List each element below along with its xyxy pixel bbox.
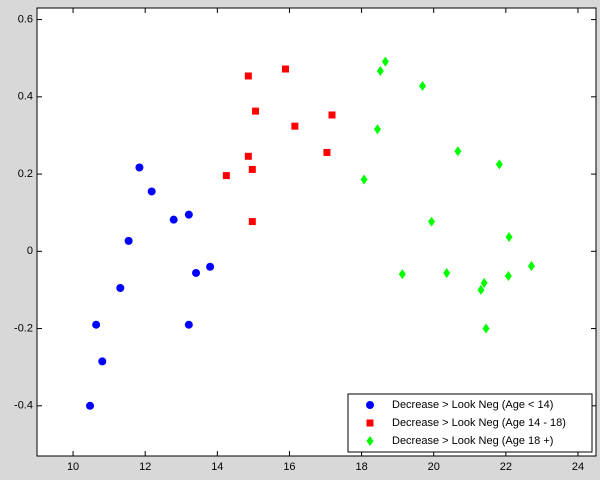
point xyxy=(443,267,451,278)
point xyxy=(222,172,230,180)
point xyxy=(360,174,368,185)
point xyxy=(381,56,389,67)
point xyxy=(184,320,193,329)
y-tick-label: 0.2 xyxy=(18,168,33,180)
x-tick-label: 16 xyxy=(283,461,295,473)
point xyxy=(323,148,331,156)
point xyxy=(527,260,535,271)
legend-label: Decrease > Look Neg (Age 18 +) xyxy=(392,435,553,447)
x-tick-label: 22 xyxy=(500,461,512,473)
legend xyxy=(347,393,593,453)
point xyxy=(482,323,490,334)
x-tick-label: 14 xyxy=(211,461,223,473)
point xyxy=(184,210,193,219)
point xyxy=(169,215,178,224)
x-tick-label: 18 xyxy=(355,461,367,473)
point xyxy=(248,165,256,173)
point xyxy=(244,152,252,160)
legend-marker xyxy=(366,401,374,409)
y-tick-label: 0.4 xyxy=(18,91,33,103)
point xyxy=(477,284,485,295)
x-tick-label: 24 xyxy=(572,461,584,473)
y-tick-label: 0 xyxy=(27,245,33,257)
point xyxy=(504,271,512,282)
point xyxy=(281,65,289,73)
point xyxy=(480,277,488,288)
point xyxy=(252,107,260,115)
x-tick-label: 12 xyxy=(139,461,151,473)
point xyxy=(86,401,95,410)
point xyxy=(248,218,256,226)
point xyxy=(98,357,107,366)
point xyxy=(116,284,125,292)
legend-label: Decrease > Look Neg (Age 14 - 18) xyxy=(392,417,566,429)
point xyxy=(147,187,156,196)
point xyxy=(398,269,406,280)
point xyxy=(419,81,427,92)
legend-label: Decrease > Look Neg (Age < 14) xyxy=(392,399,553,411)
point xyxy=(206,262,215,271)
point xyxy=(454,146,462,157)
plot-area xyxy=(36,7,597,457)
point xyxy=(124,236,133,245)
point xyxy=(428,216,436,227)
point xyxy=(244,72,252,80)
point xyxy=(373,124,381,135)
y-tick-label: -0.4 xyxy=(14,400,33,412)
y-tick-label: -0.2 xyxy=(14,322,33,334)
point xyxy=(376,65,384,76)
y-tick-label: 0.6 xyxy=(18,13,33,25)
x-tick-label: 20 xyxy=(428,461,440,473)
point xyxy=(291,122,299,130)
point xyxy=(135,163,144,172)
legend-marker xyxy=(366,436,374,446)
point xyxy=(92,320,101,329)
x-tick-label: 10 xyxy=(67,461,79,473)
point xyxy=(328,111,336,119)
legend-marker xyxy=(366,419,374,427)
point xyxy=(505,232,513,243)
point xyxy=(192,268,201,277)
point xyxy=(495,159,503,170)
